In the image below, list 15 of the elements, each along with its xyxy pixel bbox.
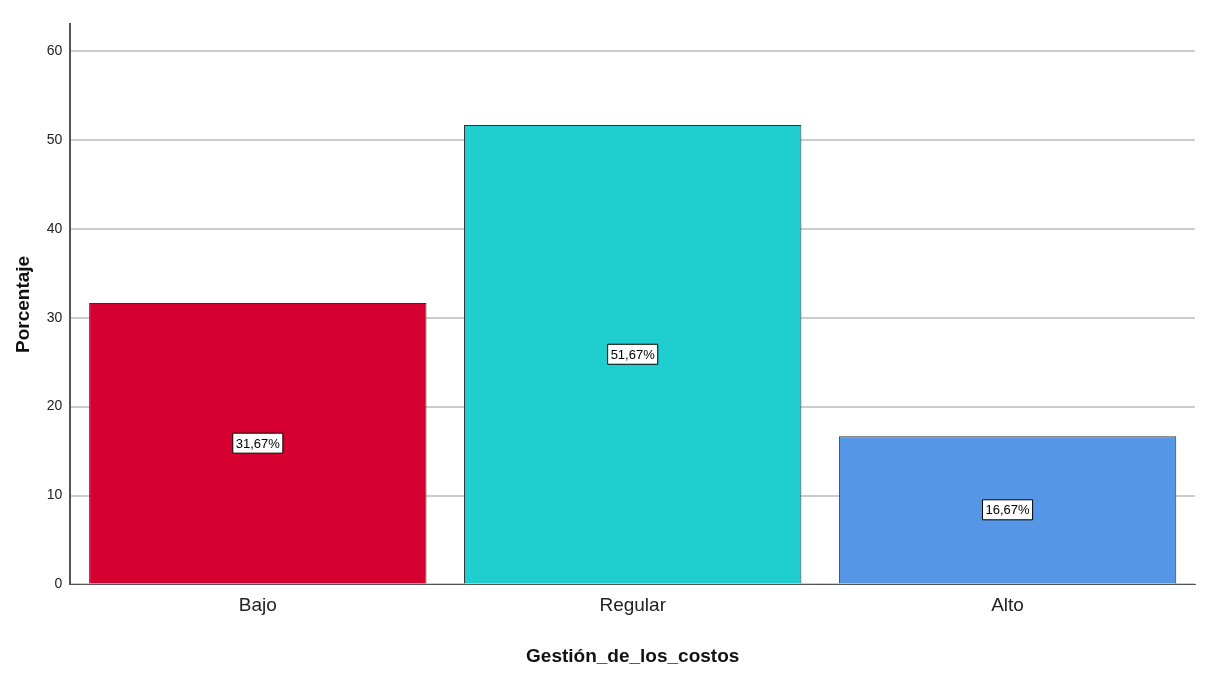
x-tick-label: Alto — [991, 594, 1024, 616]
y-tick-label: 30 — [46, 308, 63, 325]
y-tick-label: 0 — [54, 575, 63, 592]
y-tick-label: 50 — [46, 130, 63, 147]
x-axis-title: Gestión_de_los_costos — [526, 644, 740, 666]
y-tick-label: 60 — [46, 41, 63, 58]
data-label: 31,67% — [235, 435, 281, 451]
y-tick-label: 20 — [46, 397, 63, 414]
y-tick-label: 10 — [46, 486, 63, 503]
y-tick-label: 40 — [46, 219, 63, 236]
data-label: 16,67% — [985, 502, 1031, 518]
data-label: 51,67% — [610, 346, 656, 362]
x-tick-label: Bajo — [238, 594, 277, 616]
x-tick-label: Regular — [599, 594, 667, 616]
y-axis-title: Porcentaje — [11, 255, 33, 353]
